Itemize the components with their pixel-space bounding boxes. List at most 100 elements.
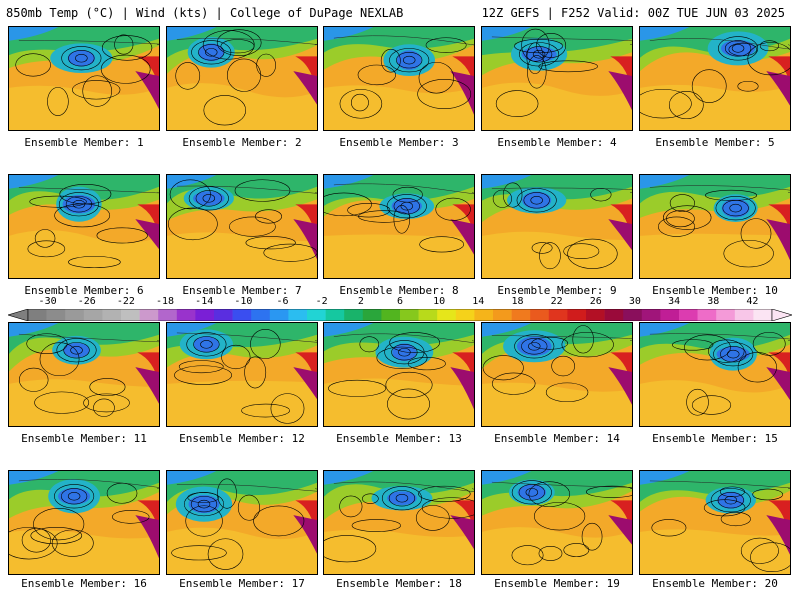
colorbar-tick-label: 2 bbox=[357, 296, 364, 307]
temperature-field bbox=[9, 323, 159, 426]
colorbar-left-arrow bbox=[6, 308, 29, 322]
ensemble-member-map bbox=[481, 26, 633, 131]
colorbar-segment bbox=[493, 309, 512, 321]
colorbar-segment bbox=[344, 309, 364, 321]
ensemble-member-map bbox=[166, 26, 318, 131]
ensemble-member-map bbox=[323, 26, 475, 131]
temperature-field bbox=[640, 323, 790, 426]
colorbar-tick-label: 34 bbox=[668, 296, 681, 307]
member-caption: Ensemble Member: 11 bbox=[21, 432, 147, 445]
colorbar-segment bbox=[697, 309, 717, 321]
colorbar-segment bbox=[288, 309, 308, 321]
colorbar-tick-label: 26 bbox=[589, 296, 602, 307]
colorbar-segment bbox=[232, 309, 252, 321]
member-caption: Ensemble Member: 3 bbox=[339, 136, 459, 149]
temperature-field bbox=[9, 27, 159, 130]
member-caption: Ensemble Member: 12 bbox=[179, 432, 305, 445]
ensemble-member-map bbox=[481, 470, 633, 575]
temperature-field bbox=[640, 471, 790, 574]
ensemble-member-map bbox=[639, 26, 791, 131]
member-caption: Ensemble Member: 14 bbox=[494, 432, 620, 445]
member-caption: Ensemble Member: 6 bbox=[24, 284, 144, 297]
colorbar-tick-label: 22 bbox=[550, 296, 563, 307]
temperature-field bbox=[167, 27, 317, 130]
colorbar-segment bbox=[176, 309, 196, 321]
colorbar-segment bbox=[65, 309, 85, 321]
map-title: 850mb Temp (°C) | Wind (kts) | College o… bbox=[6, 6, 404, 20]
colorbar-segment bbox=[28, 309, 47, 321]
ensemble-member-map bbox=[8, 174, 160, 279]
colorbar-tick-label: 10 bbox=[433, 296, 446, 307]
member-caption: Ensemble Member: 18 bbox=[336, 577, 462, 590]
temperature-field bbox=[9, 471, 159, 574]
temperature-field bbox=[640, 27, 790, 130]
colorbar-segment bbox=[307, 309, 326, 321]
ensemble-member-map bbox=[8, 470, 160, 575]
colorbar-segment bbox=[251, 309, 271, 321]
colorbar-segment bbox=[586, 309, 605, 321]
colorbar-segment bbox=[418, 309, 438, 321]
colorbar-tick-label: 18 bbox=[511, 296, 524, 307]
ensemble-member-map bbox=[166, 470, 318, 575]
colorbar-segment bbox=[121, 309, 140, 321]
member-caption: Ensemble Member: 5 bbox=[655, 136, 775, 149]
run-valid-time: 12Z GEFS | F252 Valid: 00Z TUE JUN 03 20… bbox=[481, 6, 785, 20]
temperature-field bbox=[640, 175, 790, 278]
temperature-field bbox=[324, 27, 474, 130]
temperature-field bbox=[482, 175, 632, 278]
member-caption: Ensemble Member: 7 bbox=[182, 284, 302, 297]
colorbar-segment bbox=[381, 309, 401, 321]
colorbar-segment bbox=[102, 309, 122, 321]
colorbar-tick-label: -26 bbox=[77, 296, 96, 307]
ensemble-member-map bbox=[639, 174, 791, 279]
ensemble-member-map bbox=[166, 174, 318, 279]
colorbar-segment bbox=[158, 309, 178, 321]
temperature-field bbox=[324, 323, 474, 426]
colorbar-segment bbox=[660, 309, 680, 321]
member-caption: Ensemble Member: 2 bbox=[182, 136, 302, 149]
colorbar-tick-label: 30 bbox=[628, 296, 641, 307]
colorbar-segment bbox=[530, 309, 550, 321]
member-caption: Ensemble Member: 4 bbox=[497, 136, 617, 149]
colorbar-segment bbox=[623, 309, 643, 321]
member-caption: Ensemble Member: 8 bbox=[339, 284, 459, 297]
colorbar-segment bbox=[511, 309, 531, 321]
ensemble-member-map bbox=[639, 470, 791, 575]
colorbar-tick-label: -6 bbox=[276, 296, 289, 307]
ensemble-member-map bbox=[639, 322, 791, 427]
member-caption: Ensemble Member: 1 bbox=[24, 136, 144, 149]
colorbar-segment bbox=[325, 309, 345, 321]
colorbar-segment bbox=[437, 309, 457, 321]
temperature-field bbox=[167, 471, 317, 574]
colorbar-segment bbox=[474, 309, 494, 321]
member-caption: Ensemble Member: 20 bbox=[652, 577, 778, 590]
colorbar-tick-label: 38 bbox=[707, 296, 720, 307]
temperature-colorbar bbox=[6, 306, 794, 322]
member-caption: Ensemble Member: 19 bbox=[494, 577, 620, 590]
member-caption: Ensemble Member: 15 bbox=[652, 432, 778, 445]
ensemble-member-map bbox=[481, 322, 633, 427]
colorbar-segment bbox=[195, 309, 215, 321]
temperature-field bbox=[324, 471, 474, 574]
member-caption: Ensemble Member: 9 bbox=[497, 284, 617, 297]
colorbar-segment bbox=[139, 309, 159, 321]
colorbar-tick-label: -2 bbox=[315, 296, 328, 307]
colorbar-tick-label: -30 bbox=[38, 296, 57, 307]
colorbar-segment bbox=[679, 309, 698, 321]
colorbar-segment bbox=[604, 309, 624, 321]
colorbar-segment bbox=[548, 309, 568, 321]
colorbar-tick-label: 42 bbox=[746, 296, 759, 307]
ensemble-member-map bbox=[166, 322, 318, 427]
ensemble-member-map bbox=[481, 174, 633, 279]
temperature-field bbox=[482, 471, 632, 574]
colorbar-segment bbox=[269, 309, 289, 321]
colorbar-tick-label: -22 bbox=[116, 296, 135, 307]
colorbar-segment bbox=[46, 309, 66, 321]
colorbar-segment bbox=[641, 309, 661, 321]
colorbar-tick-label: -14 bbox=[195, 296, 214, 307]
colorbar-tick-label: 14 bbox=[472, 296, 485, 307]
member-caption: Ensemble Member: 16 bbox=[21, 577, 147, 590]
colorbar-segment bbox=[362, 309, 382, 321]
colorbar-graphic bbox=[6, 308, 794, 322]
member-caption: Ensemble Member: 13 bbox=[336, 432, 462, 445]
